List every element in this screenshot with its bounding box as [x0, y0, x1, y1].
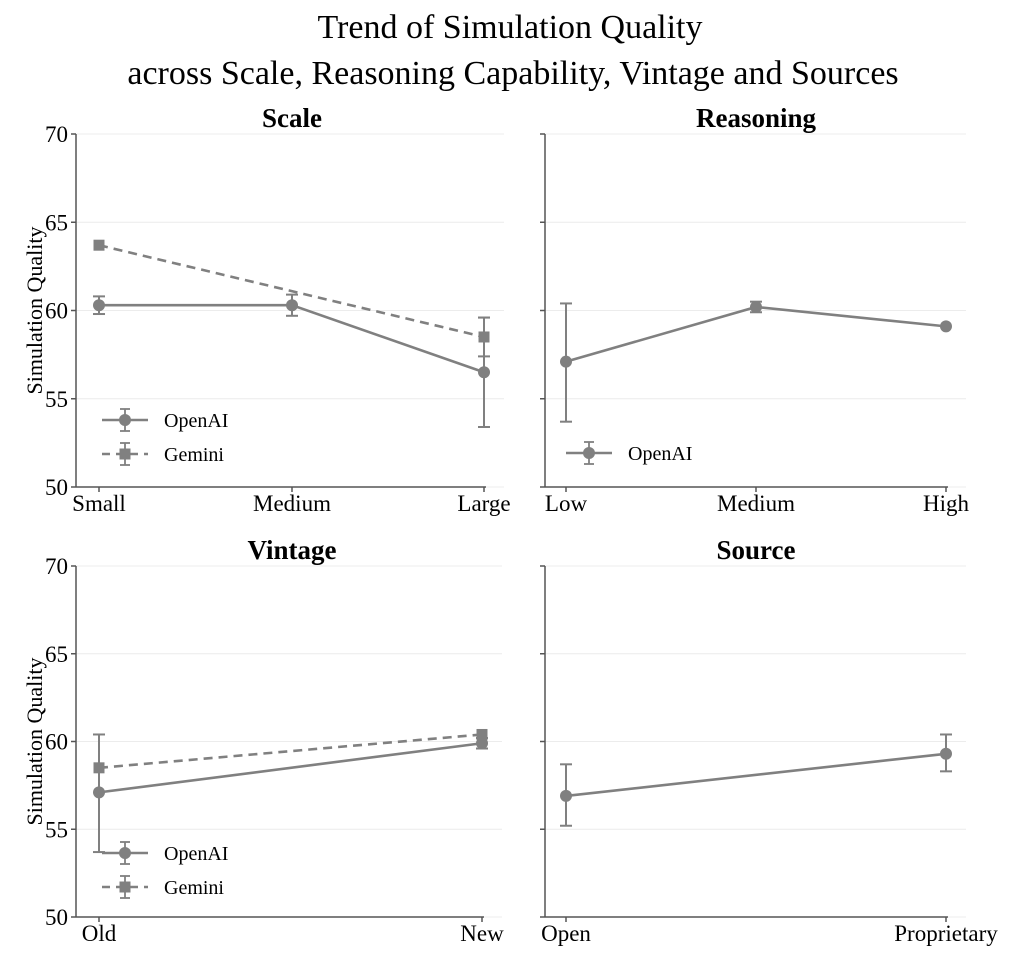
series-openai	[560, 733, 952, 827]
panel-title: Vintage	[248, 535, 337, 565]
y-tick-label: 65	[45, 210, 68, 235]
legend-label: OpenAI	[164, 410, 228, 432]
y-axis-label: Simulation Quality	[22, 226, 47, 394]
series-line-openai	[565, 752, 947, 798]
y-tick-label: 50	[45, 475, 68, 500]
data-point-gemini	[93, 762, 105, 774]
series-openai	[93, 733, 488, 854]
series-openai	[560, 300, 952, 423]
data-point-openai	[940, 320, 952, 333]
series-gemini	[93, 728, 488, 774]
data-point-openai	[560, 789, 572, 802]
x-tick-label: High	[923, 491, 970, 516]
x-tick-label: Open	[541, 921, 591, 946]
y-tick-label: 70	[45, 122, 68, 147]
series-gemini	[93, 239, 490, 358]
series-line-gemini	[98, 243, 485, 339]
legend: OpenAI Gemini	[102, 841, 228, 899]
series-line-openai	[565, 305, 947, 363]
x-tick-label: Low	[545, 491, 588, 516]
y-tick-label: 55	[45, 817, 68, 842]
panel-source: Source Open Proprietary	[540, 535, 998, 946]
chart-panels: Scale 50 55 60 65 70 Small Medium Large Simulatio…	[22, 103, 998, 946]
x-tick-label: Medium	[253, 491, 331, 516]
data-point-openai	[560, 355, 572, 368]
y-tick-label: 60	[45, 730, 68, 755]
data-point-gemini	[93, 239, 105, 251]
legend: OpenAI Gemini	[102, 408, 228, 466]
panel-vintage: Vintage 50 55 60 65 70 Old New Simulation Qualit…	[22, 535, 504, 946]
data-point-openai	[93, 299, 105, 312]
series-line-gemini	[98, 733, 483, 770]
figure-title-line-1: Trend of Simulation Quality	[317, 9, 702, 46]
y-tick-label: 55	[45, 387, 68, 412]
legend-label: Gemini	[164, 444, 224, 466]
y-axis-label: Simulation Quality	[22, 657, 47, 825]
panel-title: Source	[717, 535, 796, 565]
legend-label: OpenAI	[164, 843, 228, 865]
panel-scale: Scale 50 55 60 65 70 Small Medium Large Simulatio…	[22, 103, 511, 516]
legend-marker	[583, 447, 595, 459]
data-point-openai	[478, 366, 490, 379]
data-point-openai	[93, 786, 105, 799]
y-tick-label: 50	[45, 905, 68, 930]
x-tick-label: Large	[457, 491, 510, 516]
y-tick-label: 70	[45, 554, 68, 579]
x-tick-label: Proprietary	[894, 921, 998, 946]
y-tick-label: 65	[45, 642, 68, 667]
x-tick-label: Old	[82, 921, 117, 946]
data-point-gemini	[476, 728, 488, 740]
series-openai	[93, 293, 490, 428]
data-point-openai	[940, 747, 952, 760]
legend-marker	[119, 847, 131, 859]
x-tick-label: Medium	[717, 491, 795, 516]
data-point-openai	[286, 299, 298, 312]
data-point-gemini	[478, 331, 490, 343]
panel-title: Reasoning	[696, 103, 817, 133]
x-tick-label: New	[460, 921, 504, 946]
panel-reasoning: Reasoning Low Medium High OpenAI	[540, 103, 970, 516]
data-point-openai	[750, 300, 762, 313]
legend-marker	[119, 414, 131, 426]
legend-label: Gemini	[164, 877, 224, 899]
legend: OpenAI	[566, 441, 692, 465]
series-line-openai	[98, 741, 483, 794]
figure-title-line-2: across Scale, Reasoning Capability, Vint…	[127, 55, 898, 92]
data-point-openai	[476, 737, 488, 750]
legend-label: OpenAI	[628, 443, 692, 465]
y-tick-label: 60	[45, 299, 68, 324]
legend-marker	[119, 881, 131, 893]
panel-title: Scale	[262, 103, 322, 133]
legend-marker	[119, 448, 131, 460]
x-tick-label: Small	[72, 491, 126, 516]
